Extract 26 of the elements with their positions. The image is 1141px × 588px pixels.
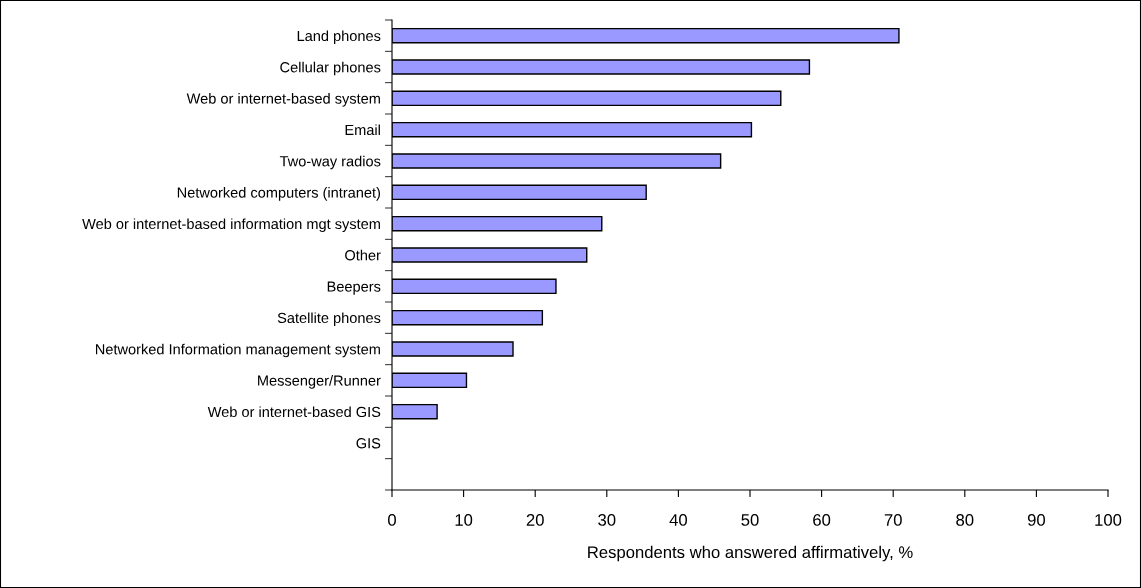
x-tick-label: 30 bbox=[598, 514, 616, 526]
x-tick-label: 80 bbox=[956, 514, 974, 526]
y-tick-label: Networked computers (intranet) bbox=[177, 187, 380, 201]
x-tick-label: 70 bbox=[884, 514, 902, 526]
x-axis-title: Respondents who answered affirmatively, % bbox=[588, 545, 913, 562]
y-tick-label: Two-way radios bbox=[279, 155, 381, 170]
y-tick-label: Email bbox=[345, 124, 380, 136]
y-tick-label: Messenger/Runner bbox=[258, 375, 381, 389]
x-tick-label: 90 bbox=[1027, 514, 1046, 526]
y-tick-label: Satellite phones bbox=[277, 312, 381, 326]
x-tick-label: 100 bbox=[1095, 514, 1122, 526]
y-tick-label: Web or internet-based information mgt system bbox=[82, 218, 380, 232]
y-tick-label: Beepers bbox=[327, 281, 381, 295]
y-tick-label: Other bbox=[345, 249, 381, 261]
y-tick-label: Networked Information management system bbox=[95, 343, 380, 358]
x-tick-label: 50 bbox=[741, 514, 759, 526]
y-tick-label: Land phones bbox=[297, 30, 381, 44]
x-tick-label: 0 bbox=[388, 514, 396, 526]
x-tick-label: 60 bbox=[813, 514, 831, 526]
x-tick-label: 20 bbox=[526, 514, 544, 526]
y-tick-label: Cellular phones bbox=[280, 61, 381, 76]
x-tick-label: 10 bbox=[455, 514, 473, 526]
y-tick-label: GIS bbox=[356, 438, 381, 449]
y-tick-label: Web or internet-based system bbox=[186, 93, 380, 107]
x-tick-label: 40 bbox=[669, 514, 688, 526]
y-tick-label: Web or internet-based GIS bbox=[207, 406, 381, 418]
